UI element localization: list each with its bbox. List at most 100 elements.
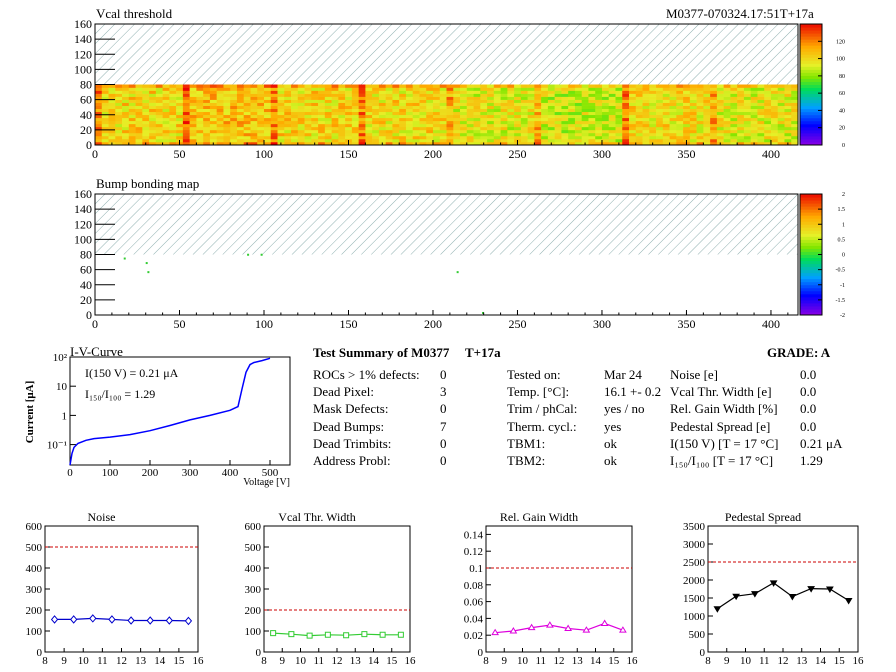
heat-cell [155, 84, 163, 88]
heat-cell [629, 129, 637, 134]
small-plot-title: Pedestal Spread [725, 510, 801, 524]
data-point [361, 631, 368, 638]
colorbar-tick-label: 1 [842, 222, 845, 228]
heat-cell [345, 117, 353, 122]
heat-cell [243, 126, 251, 131]
heat-cell [372, 126, 380, 131]
heat-cell [669, 111, 677, 116]
heat-cell [263, 87, 272, 91]
heat-cell [203, 120, 211, 125]
heat-cell [291, 102, 299, 106]
heat-cell [101, 126, 109, 131]
x-tick-label: 12 [116, 655, 127, 667]
heat-cell [541, 141, 549, 146]
heat-cell [770, 132, 779, 137]
heat-cell [507, 132, 515, 137]
x-tick-label: 13 [796, 655, 808, 667]
heat-cell [122, 105, 130, 109]
heat-cell [446, 102, 454, 106]
heat-cell [291, 108, 299, 113]
unused-region-hatch [95, 194, 798, 255]
heat-cell [128, 105, 136, 109]
heat-cell [135, 135, 143, 140]
heat-cell [608, 84, 616, 88]
heat-cell [176, 108, 184, 113]
heat-cell [737, 108, 745, 113]
heat-cell [155, 105, 163, 109]
heat-cell [662, 105, 670, 109]
heat-cell [770, 141, 779, 146]
heat-cell [534, 99, 542, 103]
heat-cell [784, 90, 792, 94]
heat-cell [656, 90, 664, 94]
y-tick-label: 0 [478, 647, 484, 659]
heat-cell [155, 135, 163, 140]
heat-cell [189, 117, 197, 122]
heat-cell [473, 120, 481, 125]
heat-cell [365, 87, 373, 91]
heat-cell [487, 138, 495, 143]
x-tick-label: 8 [261, 655, 267, 667]
heat-cell [635, 96, 643, 100]
heat-cell [108, 84, 116, 88]
heat-cell [108, 102, 116, 106]
heat-cell [757, 138, 765, 143]
heat-cell [446, 87, 454, 91]
heat-cell [581, 129, 589, 134]
heat-cell [777, 132, 785, 137]
heat-cell [784, 108, 792, 113]
heat-cell [372, 87, 380, 91]
y-tick-label: 100 [245, 626, 262, 638]
heat-cell [426, 90, 434, 94]
summary-value: 0 [440, 453, 447, 468]
data-point [127, 616, 135, 625]
heat-cell [615, 96, 623, 100]
heat-cell [649, 126, 657, 131]
heat-cell [169, 123, 177, 128]
heat-cell [95, 132, 103, 137]
heat-cell [297, 126, 305, 131]
heat-cell [656, 84, 664, 88]
heat-cell [676, 111, 684, 116]
heat-cell [351, 120, 359, 125]
colorbar-frame [799, 23, 823, 146]
heat-cell [520, 93, 528, 97]
heat-cell [108, 117, 116, 122]
heat-cell [162, 90, 170, 94]
heat-cell [770, 87, 779, 91]
x-tick-label: 250 [508, 147, 526, 161]
heat-cell [331, 111, 339, 116]
colorbar-cell [800, 135, 822, 140]
heat-cell [460, 87, 468, 91]
heat-cell [750, 132, 758, 137]
heat-cell [784, 138, 792, 143]
heat-cell [777, 108, 785, 113]
heat-cell [608, 93, 616, 97]
heat-cell [439, 87, 447, 91]
heat-cell [696, 102, 704, 106]
heat-cell [777, 96, 785, 100]
heat-cell [122, 126, 130, 131]
heat-cell [710, 102, 718, 106]
heat-cell [162, 102, 170, 106]
heat-cell [541, 132, 549, 137]
heat-cell [338, 138, 346, 143]
colorbar-cell [800, 206, 822, 210]
heat-cell [149, 126, 157, 131]
heat-cell [149, 135, 157, 140]
heat-cell [216, 120, 224, 125]
heat-cell [757, 126, 765, 131]
module-label: M0377-070324.17:51T+17a [666, 6, 814, 21]
heat-cell [514, 105, 522, 109]
heat-cell [588, 126, 596, 131]
heat-cell [507, 105, 515, 109]
heat-cell [142, 138, 150, 143]
colorbar-cell [800, 296, 822, 301]
heat-cell [791, 87, 799, 91]
heat-cell [791, 117, 799, 122]
heat-cell [507, 120, 515, 125]
heat-cell [534, 87, 542, 91]
x-tick-label: 400 [762, 317, 780, 331]
heat-cell [710, 87, 718, 91]
heat-cell [304, 93, 312, 97]
